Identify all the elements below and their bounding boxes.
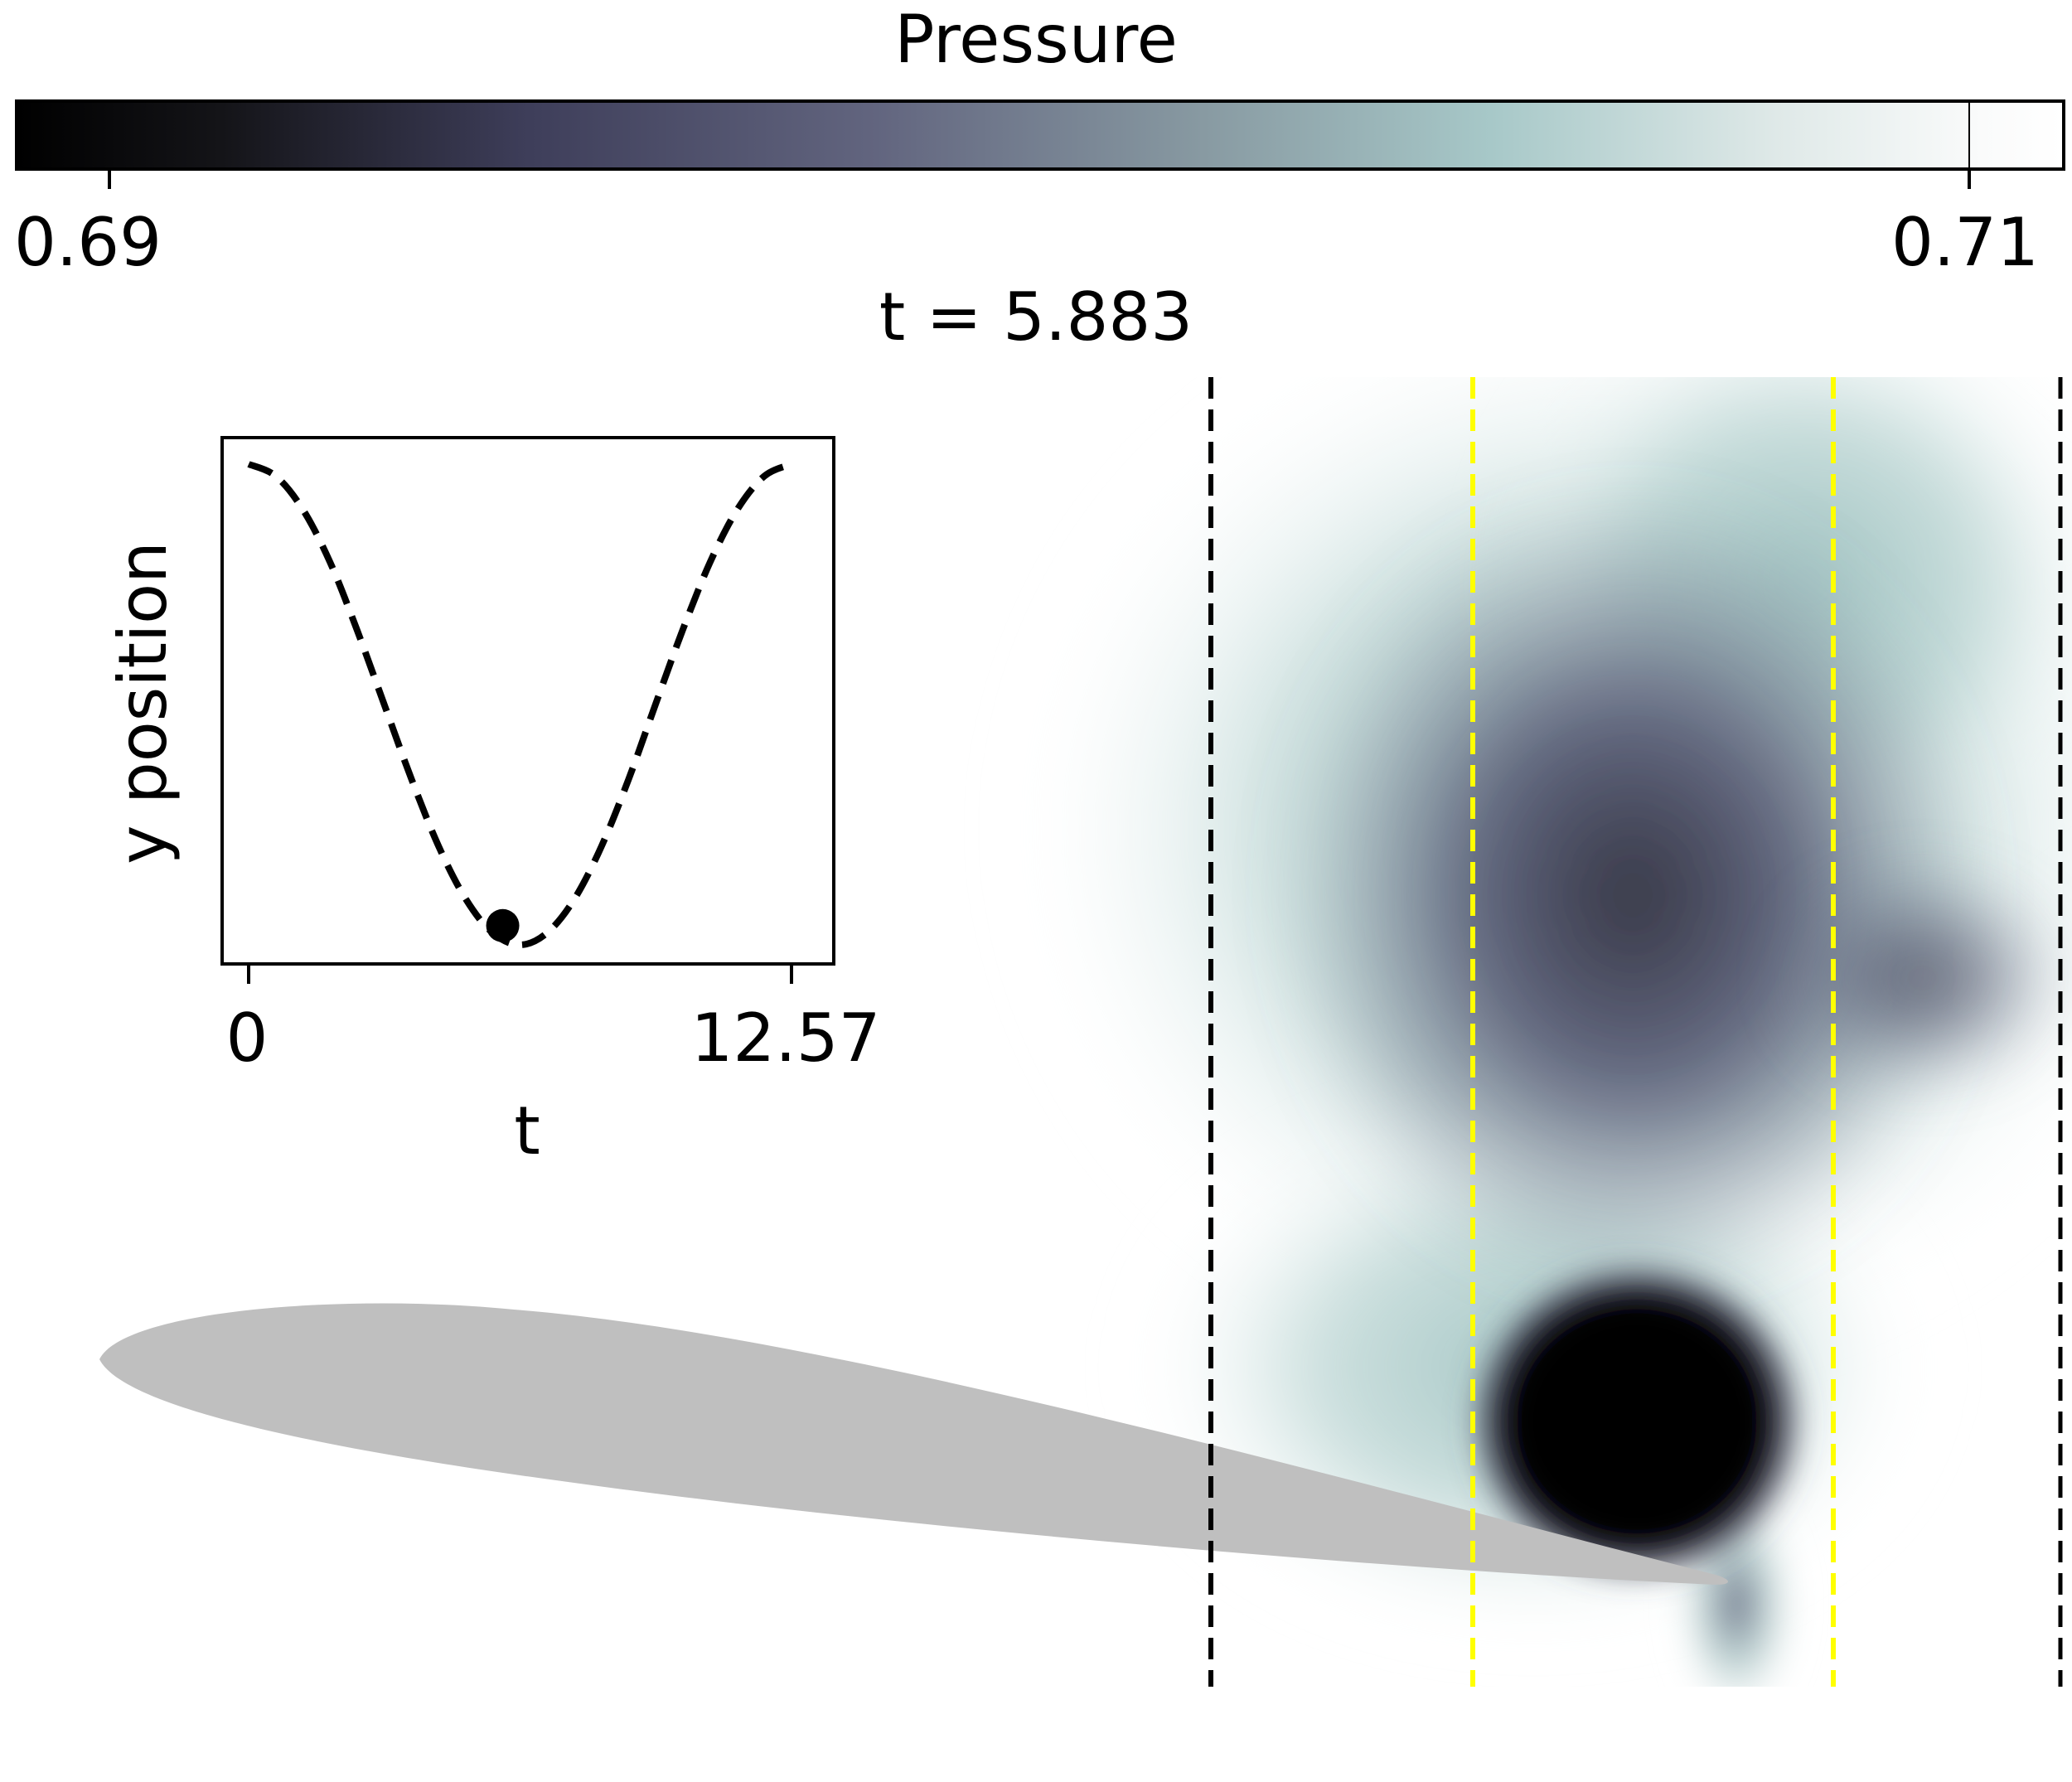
colorbar-gradient <box>15 99 2065 171</box>
figure-title: t = 5.883 <box>879 278 1193 356</box>
colorbar-tick-label-max: 0.71 <box>1891 204 2039 281</box>
colorbar-label: Pressure <box>894 1 1178 78</box>
reference-lines <box>1208 377 2063 1687</box>
inset-current-time-marker <box>486 908 520 942</box>
pressure-field <box>1011 377 2072 1687</box>
field-side-vortex <box>1782 870 2064 1086</box>
airfoil <box>99 1303 1728 1585</box>
inset-ylabel: y position <box>104 541 182 864</box>
inset-axes <box>220 436 835 966</box>
inset-xlabel: t <box>514 1092 540 1169</box>
inset-xtick-label-0: 0 <box>226 1000 269 1077</box>
inset-plot: 0 12.57 t y position <box>104 436 881 1169</box>
inset-series-line <box>247 461 793 949</box>
inset-xtick-label-1: 12.57 <box>690 1000 880 1077</box>
colorbar: Pressure 0.69 0.71 <box>14 1 2065 281</box>
field-core-vortex <box>1471 1264 1803 1579</box>
field-vortex-region <box>1285 497 1981 1293</box>
colorbar-tick-label-min: 0.69 <box>14 204 162 281</box>
